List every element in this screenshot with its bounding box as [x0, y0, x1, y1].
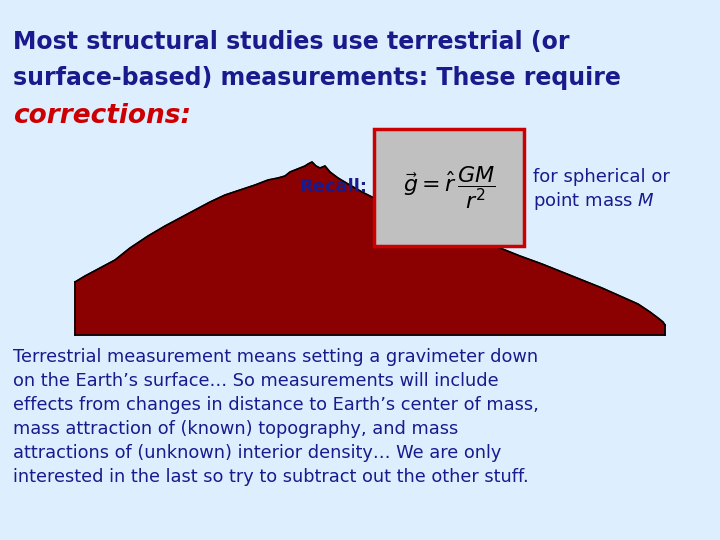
- Text: corrections:: corrections:: [13, 103, 191, 129]
- Text: Recall:: Recall:: [299, 179, 367, 197]
- Text: $\vec{g} = \hat{r}\,\dfrac{GM}{r^2}$: $\vec{g} = \hat{r}\,\dfrac{GM}{r^2}$: [402, 164, 495, 211]
- Text: Most structural studies use terrestrial (or: Most structural studies use terrestrial …: [13, 30, 570, 53]
- Text: point mass $M$: point mass $M$: [533, 191, 654, 213]
- FancyBboxPatch shape: [374, 129, 524, 246]
- Text: surface-based) measurements: These require: surface-based) measurements: These requi…: [13, 66, 621, 90]
- Polygon shape: [75, 162, 665, 335]
- Text: for spherical or: for spherical or: [533, 168, 670, 186]
- Text: Terrestrial measurement means setting a gravimeter down
on the Earth’s surface… : Terrestrial measurement means setting a …: [13, 348, 539, 485]
